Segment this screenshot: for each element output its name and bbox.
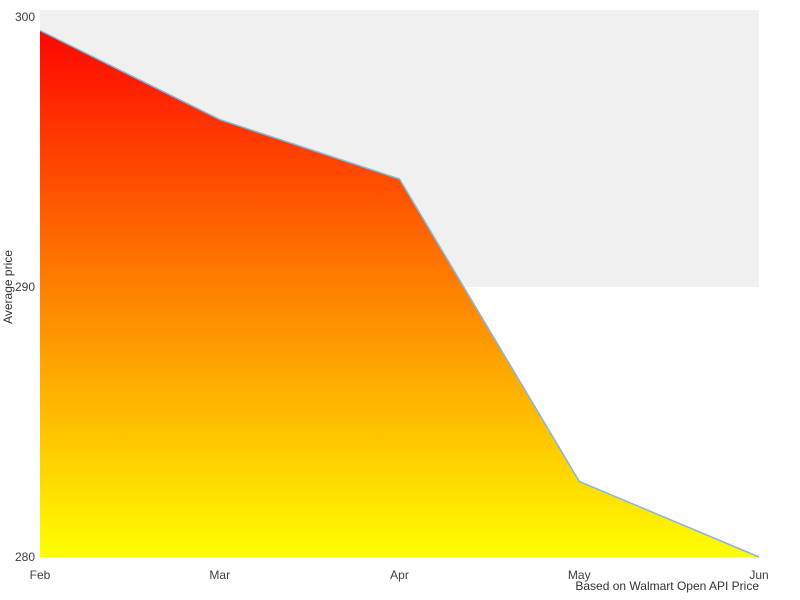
x-tick-label: Jun xyxy=(749,568,768,582)
y-axis-tick-labels: 300 290 280 xyxy=(15,10,35,564)
y-axis-title: Average price xyxy=(1,250,15,324)
y-tick-label: 280 xyxy=(15,550,35,564)
chart-caption: Based on Walmart Open API Price xyxy=(575,579,759,593)
area-fill xyxy=(40,30,759,557)
x-tick-label: Mar xyxy=(209,568,230,582)
x-tick-label: May xyxy=(568,568,591,582)
y-tick-label: 300 xyxy=(15,10,35,24)
y-tick-label: 290 xyxy=(15,280,35,294)
x-tick-label: Feb xyxy=(30,568,51,582)
x-tick-label: Apr xyxy=(390,568,409,582)
x-axis-tick-labels: Feb Mar Apr May Jun xyxy=(30,568,769,582)
trend-line xyxy=(39,29,760,558)
